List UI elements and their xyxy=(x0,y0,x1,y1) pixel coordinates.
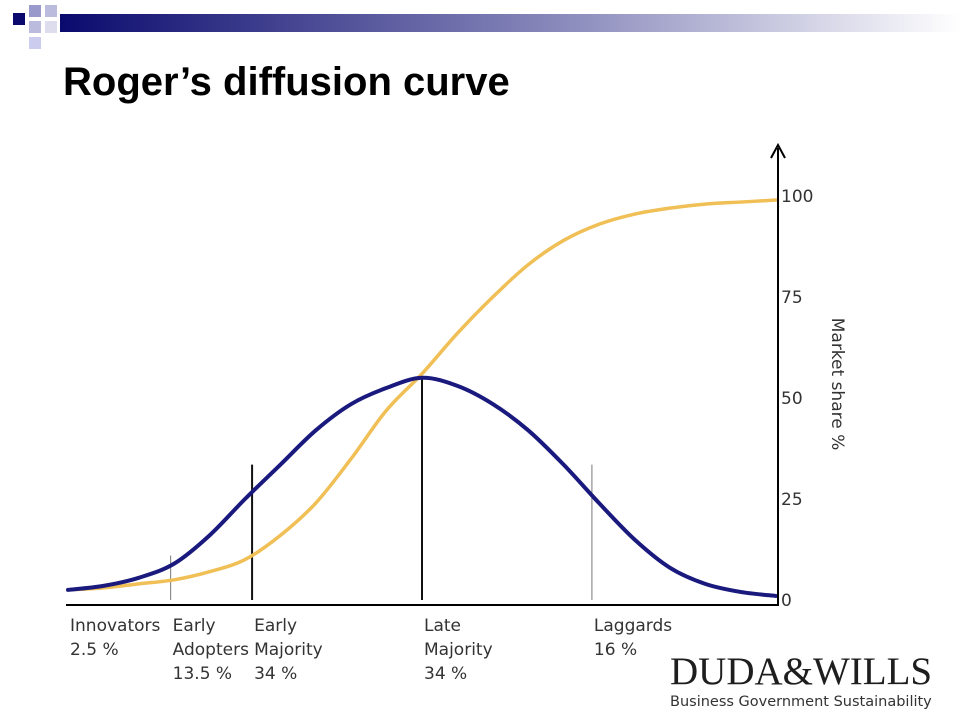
y-axis-arrow-icon xyxy=(770,142,786,159)
header-square-icon xyxy=(45,21,57,33)
segment-label: Early Majority 34 % xyxy=(254,614,323,686)
segment-share: 16 % xyxy=(593,640,638,660)
header-square-icon xyxy=(29,5,41,17)
y-tick-labels: 0 25 50 75 100 xyxy=(781,187,813,611)
segment-share: 13.5 % xyxy=(172,664,233,684)
y-axis-label: Market share % xyxy=(827,318,847,451)
logo-wordmark: DUDA&WILLS xyxy=(670,650,933,693)
company-logo: DUDA&WILLS Business Government Sustainab… xyxy=(670,650,955,711)
segment-label: Innovators 2.5 % xyxy=(70,614,160,662)
segment-label: Laggards 16 % xyxy=(594,614,672,662)
segment-name: Majority xyxy=(424,640,493,660)
axes xyxy=(66,142,786,606)
segment-name: Late xyxy=(424,616,462,636)
segment-name: Adopters xyxy=(172,640,249,660)
y-tick-label: 25 xyxy=(781,490,803,510)
segment-label: Early Adopters 13.5 % xyxy=(173,614,249,686)
segment-label: Late Majority 34 % xyxy=(424,614,493,686)
segment-dividers xyxy=(170,377,593,600)
s-curve-line xyxy=(66,198,778,592)
header-square-icon xyxy=(29,37,41,49)
slide-title: Roger’s diffusion curve xyxy=(63,60,510,104)
segment-share: 34 % xyxy=(254,664,298,684)
segment-name: Early xyxy=(254,616,298,636)
y-tick-label: 50 xyxy=(781,389,803,409)
header-gradient-band xyxy=(60,14,960,32)
y-tick-label: 100 xyxy=(781,187,813,207)
segment-name: Laggards xyxy=(593,616,673,636)
header-square-icon xyxy=(29,21,41,33)
y-tick-label: 75 xyxy=(781,288,803,308)
segment-share: 34 % xyxy=(424,664,468,684)
bell-curve-line xyxy=(66,375,778,598)
segment-name: Early xyxy=(172,616,216,636)
series-layer xyxy=(66,198,778,598)
logo-tagline: Business Government Sustainability xyxy=(670,694,932,710)
header-square-icon xyxy=(45,5,57,17)
segment-name: Majority xyxy=(254,640,323,660)
header-square-icon xyxy=(13,13,25,25)
segment-name: Innovators xyxy=(70,616,161,636)
header-bar xyxy=(13,5,960,49)
segment-share: 2.5 % xyxy=(70,640,119,660)
y-tick-label: 0 xyxy=(781,591,792,611)
